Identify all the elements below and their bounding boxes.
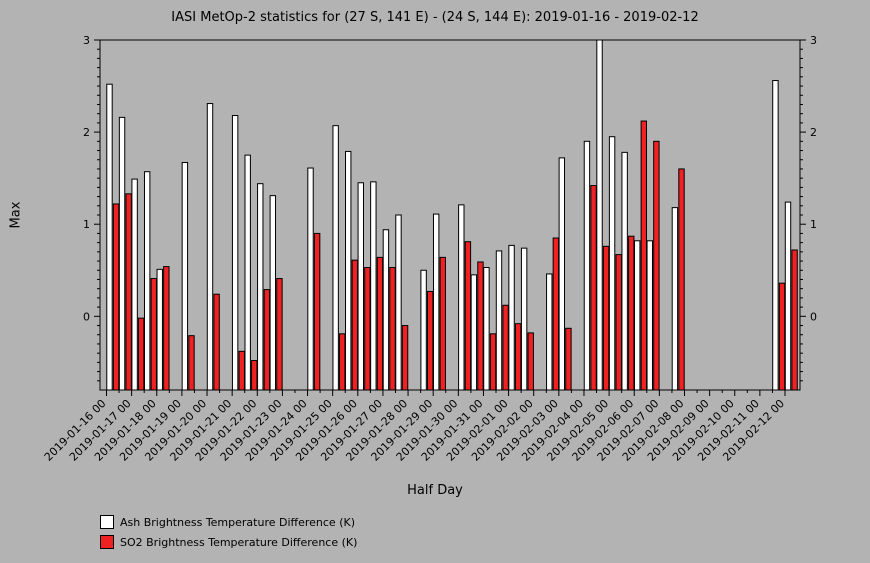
bar-ash	[181, 162, 189, 391]
bar-so2	[628, 235, 635, 391]
bar-so2	[615, 254, 622, 391]
legend-label-ash: Ash Brightness Temperature Difference (K…	[120, 515, 355, 529]
bar-ash	[395, 214, 402, 391]
bar-so2	[778, 282, 786, 391]
bar-so2	[678, 168, 685, 391]
bar-so2	[351, 259, 359, 391]
bar-so2	[502, 304, 509, 391]
y-tick-label-left: 1	[83, 218, 90, 231]
bar-so2	[251, 360, 258, 391]
bar-so2	[640, 120, 648, 391]
bar-ash	[143, 171, 151, 391]
bar-ash	[420, 269, 427, 391]
bar-so2	[401, 325, 409, 391]
bar-ash	[118, 116, 126, 391]
bar-ash	[583, 140, 591, 391]
bar-ash	[470, 274, 478, 391]
bar-so2	[653, 140, 660, 391]
bar-ash	[244, 154, 251, 391]
bar-so2	[565, 327, 572, 391]
bar-ash	[508, 244, 515, 391]
bar-ash	[106, 83, 113, 391]
bar-ash	[596, 39, 603, 391]
bar-ash	[332, 125, 339, 391]
bar-so2	[313, 232, 321, 391]
y-tick-label-left: 3	[83, 34, 90, 47]
bar-ash	[307, 167, 314, 391]
bar-so2	[427, 290, 434, 391]
y-tick-label-right: 0	[810, 310, 817, 323]
bar-ash	[269, 195, 277, 391]
legend-item-so2: SO2 Brightness Temperature Difference (K…	[100, 532, 357, 552]
bar-so2	[263, 289, 271, 391]
bar-so2	[439, 256, 446, 391]
legend-item-ash: Ash Brightness Temperature Difference (K…	[100, 512, 357, 532]
legend-label-so2: SO2 Brightness Temperature Difference (K…	[120, 535, 358, 549]
bar-so2	[339, 333, 346, 391]
bar-ash	[357, 182, 364, 391]
bar-so2	[590, 185, 597, 391]
legend-swatch-so2	[100, 535, 114, 549]
bar-ash	[458, 204, 465, 391]
bar-ash	[671, 207, 679, 391]
bar-so2	[364, 267, 371, 391]
bar-ash	[520, 247, 528, 391]
bar-so2	[163, 266, 170, 391]
bar-so2	[376, 256, 384, 391]
bar-ash	[646, 240, 653, 391]
y-tick-label-right: 1	[810, 218, 817, 231]
bar-ash	[558, 157, 566, 391]
bar-ash	[621, 151, 628, 391]
x-axis-label: Half Day	[407, 483, 463, 498]
bar-ash	[784, 201, 792, 391]
bar-so2	[150, 278, 157, 391]
bar-so2	[464, 241, 472, 391]
bar-so2	[188, 335, 195, 391]
bar-so2	[276, 278, 283, 391]
bar-ash	[206, 103, 214, 391]
y-tick-label-left: 0	[83, 310, 90, 323]
bar-so2	[527, 332, 534, 391]
bar-ash	[345, 150, 352, 391]
bar-ash	[483, 267, 490, 391]
y-tick-label-right: 3	[810, 34, 817, 47]
plot-frame	[99, 39, 801, 391]
bar-so2	[489, 333, 497, 391]
bar-ash	[772, 80, 779, 391]
bar-ash	[257, 183, 264, 391]
y-tick-label-left: 2	[83, 126, 90, 139]
bar-ash	[634, 240, 641, 391]
bar-ash	[546, 273, 553, 391]
bar-ash	[231, 115, 239, 391]
bar-ash	[608, 136, 616, 391]
bar-so2	[112, 203, 120, 391]
chart-title: IASI MetOp-2 statistics for (27 S, 141 E…	[171, 10, 699, 25]
bar-so2	[477, 261, 484, 391]
bar-ash	[156, 268, 163, 391]
bar-so2	[552, 237, 560, 391]
bar-so2	[238, 350, 245, 391]
bar-so2	[791, 249, 798, 391]
bar-ash	[382, 229, 390, 391]
bar-ash	[432, 213, 440, 391]
y-tick-label-right: 2	[810, 126, 817, 139]
legend: Ash Brightness Temperature Difference (K…	[100, 512, 357, 552]
bar-so2	[389, 267, 396, 391]
bar-ash	[495, 250, 503, 391]
bar-ash	[131, 178, 138, 391]
bar-so2	[514, 323, 522, 391]
bar-so2	[125, 193, 132, 391]
bar-so2	[602, 245, 610, 391]
legend-swatch-ash	[100, 515, 114, 529]
bar-so2	[138, 317, 145, 391]
bar-so2	[213, 293, 220, 391]
bar-ash	[370, 181, 377, 391]
